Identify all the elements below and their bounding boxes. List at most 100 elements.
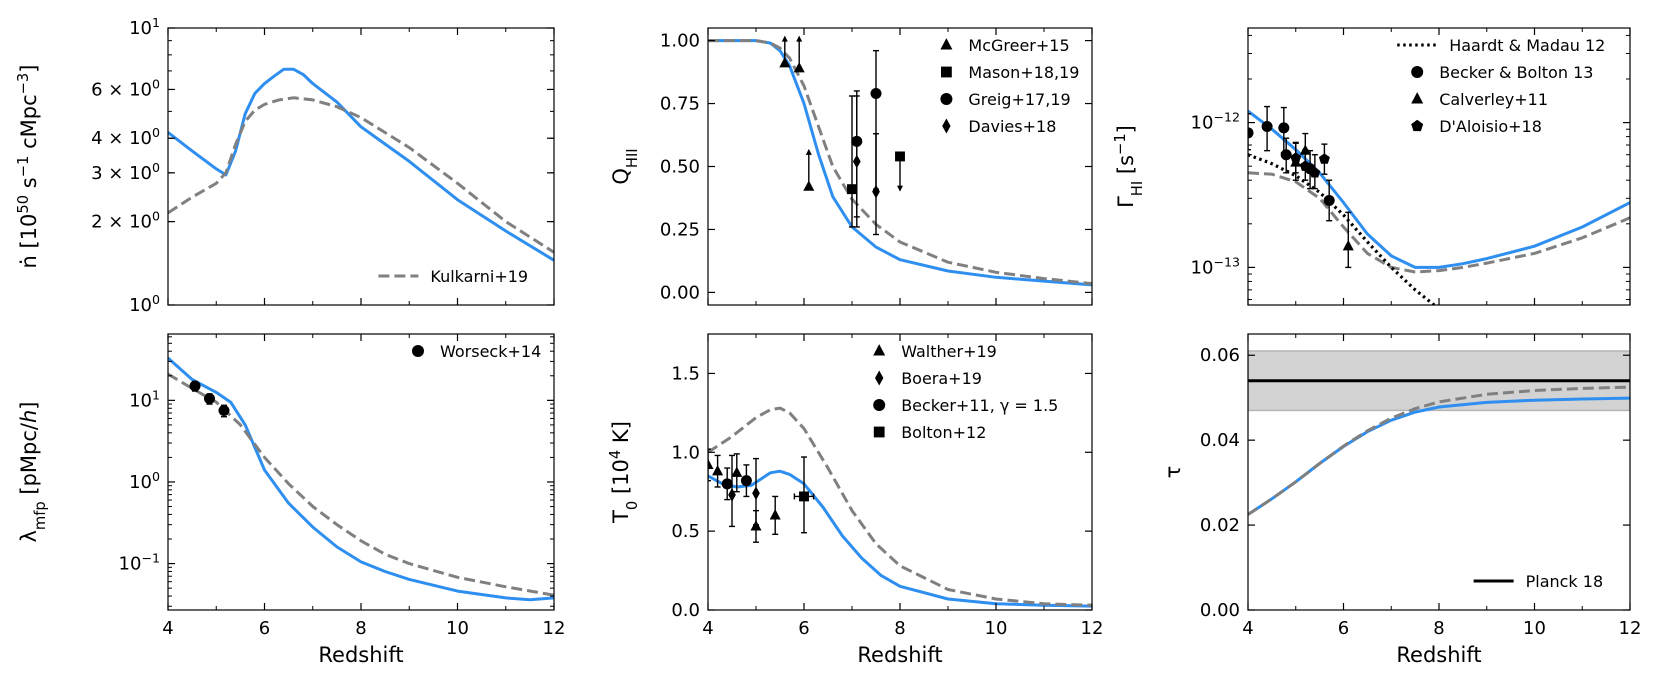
series-line-comparison	[1248, 385, 1630, 516]
series-line-comparison	[1248, 171, 1630, 274]
legend-label: Boera+19	[901, 369, 982, 388]
y-axis-label-part: T	[609, 510, 633, 524]
marker-triangle	[1299, 144, 1311, 155]
series-line-model	[168, 67, 554, 262]
y-tick-label-part: −1	[141, 550, 160, 565]
x-tick-label: 4	[1242, 618, 1253, 639]
x-tick-label: 12	[1619, 618, 1642, 639]
data-point	[203, 393, 215, 405]
legend-marker-circle	[940, 93, 953, 105]
legend-marker-circle	[1411, 66, 1424, 78]
y-tick-label-part: 0	[152, 208, 160, 223]
y-tick-label-part: 1.00	[660, 31, 700, 52]
series-line-model	[708, 469, 1092, 608]
legend: Worseck+14	[412, 342, 541, 361]
legend: McGreer+15 Mason+18,19 Greig+17,19 Davies+1…	[940, 36, 1079, 136]
series-line-model	[168, 356, 554, 602]
marker-diamond	[728, 487, 736, 502]
y-tick-label: 2 × 100	[91, 208, 160, 233]
data-point	[1304, 149, 1316, 190]
y-axis-label-part: s	[17, 177, 41, 195]
plot-area	[1248, 105, 1630, 305]
legend-label: Calverley+11	[1439, 90, 1548, 109]
y-tick-label: 3 × 100	[91, 159, 160, 184]
axes-frame	[167, 333, 555, 611]
y-tick-label-part: 0.00	[660, 282, 700, 303]
axes-frame	[167, 27, 555, 306]
marker-diamond	[752, 486, 760, 501]
y-axis-label-part: HII	[624, 148, 641, 168]
limit-arrow	[796, 35, 803, 42]
data-point	[769, 495, 781, 535]
legend-label: Haardt & Madau 12	[1449, 36, 1605, 55]
marker-diamond	[872, 184, 880, 199]
legend-label: McGreer+15	[968, 36, 1069, 55]
marker-triangle	[708, 458, 714, 470]
legend-label: Bolton+12	[901, 423, 986, 442]
x-tick-label: 12	[1081, 618, 1104, 639]
panel-tau: 4 6 8 10 12 Redshift 0.00 0.02 0.04 0.06 τ Planck 1…	[1161, 333, 1642, 667]
y-axis-label: ṅ [1050 s−1 cMpc−3]	[15, 65, 42, 269]
legend-label: D'Aloisio+18	[1439, 117, 1542, 136]
y-axis-label-part: h	[17, 410, 41, 423]
y-tick-label-part: 0	[152, 468, 160, 483]
series-line-haardt-madau-12	[1248, 153, 1436, 305]
marker-triangle	[779, 56, 791, 68]
y-tick-label-part: 0.75	[660, 94, 700, 115]
series-line-model	[1248, 109, 1630, 269]
legend-marker-square	[873, 426, 885, 438]
series-line-kulkarni-19	[168, 96, 554, 254]
marker-triangle	[1342, 239, 1354, 251]
limit-arrow	[781, 35, 788, 42]
x-tick-label: 10	[446, 618, 469, 639]
legend-entry: Walther+19	[873, 342, 997, 361]
legend-entry: Becker+11, γ = 1.5	[873, 396, 1058, 415]
legend-entry: Calverley+11	[1411, 90, 1548, 109]
y-axis-label-part: 50	[15, 195, 32, 214]
marker-circle	[1261, 120, 1273, 132]
data-point	[1280, 137, 1292, 174]
y-tick-label: 0.5	[671, 521, 700, 542]
data-point	[1248, 113, 1254, 151]
legend-entry: Haardt & Madau 12	[1397, 36, 1605, 55]
legend-entry: Greig+17,19	[940, 90, 1071, 109]
y-tick-label-part: 10	[129, 295, 152, 316]
x-axis-label: Redshift	[1396, 643, 1481, 667]
data-point	[1290, 142, 1302, 174]
legend-entry: D'Aloisio+18	[1411, 117, 1542, 136]
data-point	[1323, 179, 1335, 222]
marker-circle	[870, 87, 882, 99]
y-tick-label-part: 3 × 10	[91, 163, 152, 184]
legend-label: Kulkarni+19	[430, 267, 528, 286]
y-tick-label: 10−13	[1191, 254, 1240, 279]
legend-entry: Boera+19	[875, 369, 982, 388]
x-axis-label: Redshift	[857, 643, 942, 667]
legend-label: Mason+18,19	[968, 63, 1079, 82]
axes-frame	[707, 333, 1093, 611]
data-point	[1342, 211, 1354, 269]
y-tick-label-part: 10	[129, 18, 152, 39]
legend: Planck 18	[1473, 572, 1603, 591]
legend-label: Becker & Bolton 13	[1439, 63, 1593, 82]
legend-entry: McGreer+15	[940, 36, 1070, 55]
x-tick-label: 12	[543, 618, 566, 639]
x-tick-label: 10	[1523, 618, 1546, 639]
y-tick-label-part: 0.00	[1200, 600, 1240, 621]
y-axis-label-part: ]	[1114, 125, 1138, 133]
series-line-comparison	[168, 372, 554, 597]
y-tick-label-part: −12	[1213, 109, 1240, 124]
y-tick-label: 0.25	[660, 219, 700, 240]
legend-entry: Kulkarni+19	[378, 267, 528, 286]
y-tick-label-part: 10	[1191, 113, 1214, 134]
legend-entry: Davies+18	[942, 117, 1056, 136]
y-tick-label-part: 0.25	[660, 219, 700, 240]
x-axis-label: Redshift	[318, 643, 403, 667]
y-axis-label-part: −1	[15, 156, 32, 178]
legend: Haardt & Madau 12 Becker & Bolton 13 Calve…	[1397, 36, 1605, 136]
y-tick-label: 1.5	[671, 363, 700, 384]
legend-marker-circle	[412, 345, 424, 357]
